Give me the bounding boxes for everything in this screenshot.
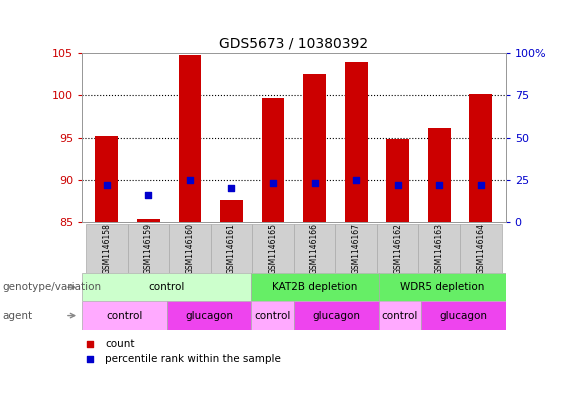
Point [310, 180, 319, 186]
Bar [460, 224, 502, 273]
Bar [294, 301, 379, 330]
Bar [252, 224, 294, 273]
Bar [428, 128, 451, 393]
Point [144, 192, 153, 198]
Bar [82, 273, 251, 301]
Bar [251, 273, 379, 301]
Text: control: control [254, 310, 291, 321]
Bar [345, 62, 368, 393]
Bar [419, 224, 460, 273]
Point [227, 185, 236, 191]
Text: KAT2B depletion: KAT2B depletion [272, 282, 358, 292]
Text: GSM1146165: GSM1146165 [268, 223, 277, 274]
Bar [379, 301, 421, 330]
Point [351, 176, 360, 183]
Bar [377, 224, 419, 273]
Title: GDS5673 / 10380392: GDS5673 / 10380392 [219, 37, 368, 50]
Bar [179, 55, 201, 393]
Text: percentile rank within the sample: percentile rank within the sample [105, 354, 281, 364]
Bar [169, 224, 211, 273]
Point [102, 182, 111, 188]
Point [86, 356, 95, 362]
Text: GSM1146161: GSM1146161 [227, 223, 236, 274]
Bar [211, 224, 252, 273]
Text: control: control [381, 310, 418, 321]
Bar [470, 94, 492, 393]
Point [268, 180, 277, 186]
Text: control: control [149, 282, 185, 292]
Bar [86, 224, 128, 273]
Bar [167, 301, 251, 330]
Text: genotype/variation: genotype/variation [3, 282, 102, 292]
Text: GSM1146160: GSM1146160 [185, 223, 194, 274]
Text: agent: agent [3, 310, 33, 321]
Text: GSM1146162: GSM1146162 [393, 223, 402, 274]
Bar [336, 224, 377, 273]
Text: GSM1146163: GSM1146163 [434, 223, 444, 274]
Point [393, 182, 402, 188]
Point [86, 340, 95, 347]
Text: count: count [105, 338, 134, 349]
Text: GSM1146167: GSM1146167 [351, 223, 360, 274]
Bar [294, 224, 336, 273]
Bar [379, 273, 506, 301]
Bar [95, 136, 118, 393]
Bar [251, 301, 294, 330]
Text: GSM1146164: GSM1146164 [476, 223, 485, 274]
Text: GSM1146158: GSM1146158 [102, 223, 111, 274]
Text: GSM1146159: GSM1146159 [144, 223, 153, 274]
Text: glucagon: glucagon [440, 310, 487, 321]
Point [185, 176, 194, 183]
Text: WDR5 depletion: WDR5 depletion [400, 282, 484, 292]
Text: control: control [106, 310, 142, 321]
Bar [303, 74, 326, 393]
Bar [386, 139, 409, 393]
Bar [421, 301, 506, 330]
Point [476, 182, 485, 188]
Text: glucagon: glucagon [312, 310, 360, 321]
Bar [82, 301, 167, 330]
Bar [137, 219, 160, 393]
Bar [262, 98, 284, 393]
Bar [220, 200, 243, 393]
Text: glucagon: glucagon [185, 310, 233, 321]
Point [434, 182, 444, 188]
Text: GSM1146166: GSM1146166 [310, 223, 319, 274]
Bar [128, 224, 169, 273]
